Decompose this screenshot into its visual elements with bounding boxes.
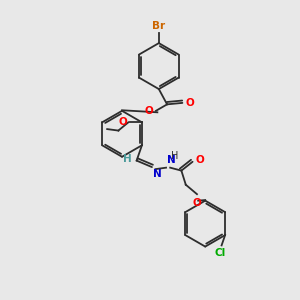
Text: N: N [167, 155, 176, 165]
Text: Br: Br [152, 21, 165, 31]
Text: O: O [186, 98, 195, 108]
Text: H: H [123, 154, 131, 164]
Text: N: N [153, 169, 162, 179]
Text: O: O [196, 155, 204, 165]
Text: O: O [193, 198, 201, 208]
Text: O: O [118, 117, 127, 127]
Text: H: H [171, 151, 179, 161]
Text: O: O [145, 106, 153, 116]
Text: Cl: Cl [215, 248, 226, 258]
